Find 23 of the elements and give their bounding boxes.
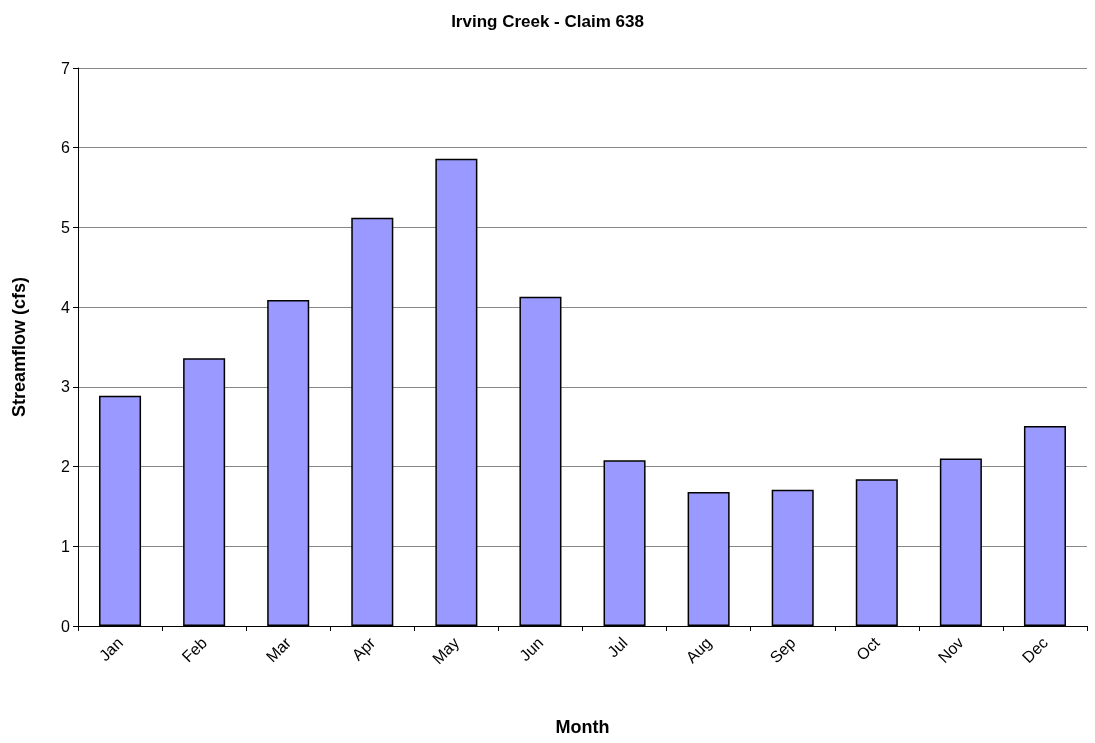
chart-title: Irving Creek - Claim 638: [451, 12, 644, 31]
x-tick-label: Feb: [178, 633, 211, 666]
y-tick-label: 6: [61, 139, 71, 157]
x-tick-label: Dec: [1018, 633, 1051, 667]
y-tick-label: 2: [61, 458, 71, 476]
x-tick-label: Jun: [516, 633, 547, 665]
x-tick-label: May: [429, 633, 463, 668]
x-tick-label: Oct: [853, 633, 884, 664]
y-tick-label: 1: [61, 537, 71, 555]
y-axis-title: Streamflow (cfs): [9, 276, 29, 418]
x-tick-label: Aug: [682, 633, 715, 667]
y-tick-label: 4: [61, 298, 71, 316]
x-tick-label: Apr: [348, 633, 379, 664]
x-tick-label: Mar: [262, 633, 295, 666]
x-tick-label: Jan: [95, 633, 127, 665]
y-tick-label: 0: [61, 617, 71, 635]
y-tick-label: 3: [61, 378, 71, 396]
x-tick-label: Nov: [934, 633, 967, 667]
x-axis-title: Month: [555, 717, 610, 737]
x-tick-label: Sep: [766, 633, 799, 667]
y-tick-label: 7: [61, 59, 71, 77]
x-tick-label: Jul: [604, 633, 631, 661]
y-tick-label: 5: [61, 218, 71, 236]
